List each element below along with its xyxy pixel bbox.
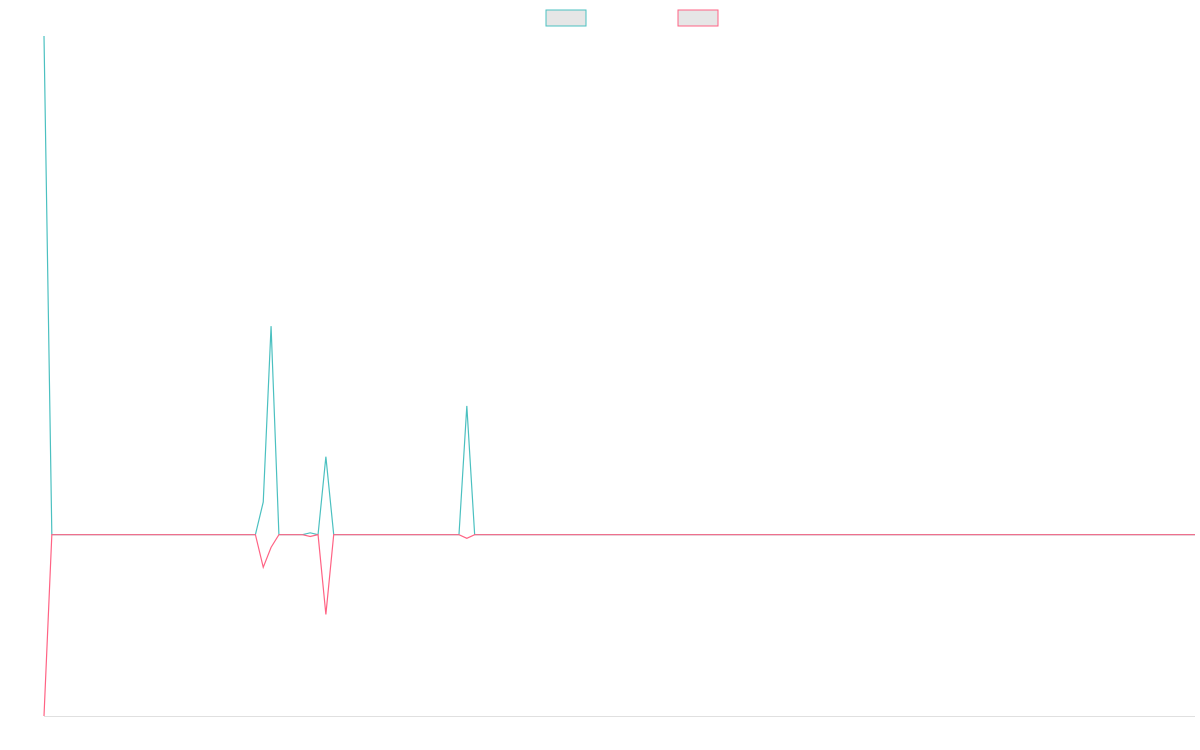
legend-swatch — [545, 9, 587, 27]
series-line — [43, 533, 1195, 717]
series-line — [43, 35, 1195, 536]
legend-swatch — [677, 9, 719, 27]
